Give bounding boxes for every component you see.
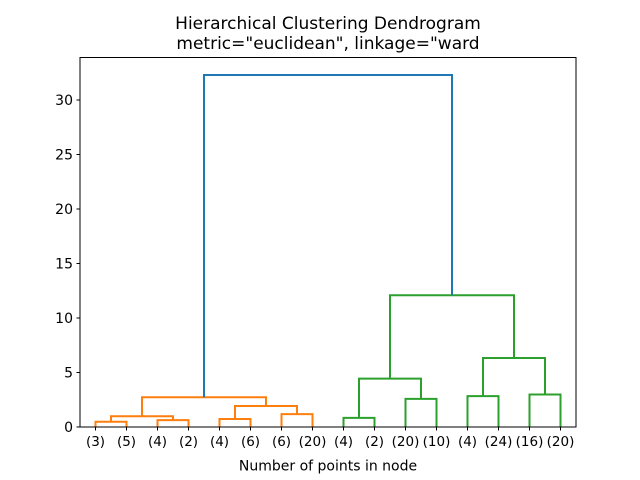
x-leaf-label: (4) bbox=[334, 434, 353, 450]
x-leaf-label: (4) bbox=[210, 434, 229, 450]
x-leaf-label: (20) bbox=[392, 434, 420, 450]
plot-area-frame bbox=[79, 57, 577, 428]
x-leaf-label: (16) bbox=[516, 434, 544, 450]
x-axis-ticks: (3) (5) (4) (2) (4) (6) (6) (20) (4) (2) (20) (10)(… bbox=[86, 427, 574, 450]
dendrogram-link bbox=[203, 74, 453, 398]
y-tick-label: 0 bbox=[64, 420, 73, 436]
x-leaf-label: (3) bbox=[86, 434, 105, 450]
x-leaf-label: (2) bbox=[365, 434, 384, 450]
x-leaf-label: (20) bbox=[547, 434, 575, 450]
x-leaf-label: (5) bbox=[117, 434, 136, 450]
x-leaf-label: (4) bbox=[148, 434, 167, 450]
y-axis-ticks: 0 5 10 15 20 25 30 bbox=[55, 93, 80, 436]
x-leaf-label: (20) bbox=[299, 434, 327, 450]
dendrogram-links bbox=[94, 74, 562, 428]
chart-title: Hierarchical Clustering Dendrogram bbox=[175, 14, 481, 34]
y-tick-label: 25 bbox=[55, 148, 73, 164]
y-tick-label: 15 bbox=[55, 257, 73, 273]
chart-subtitle: metric="euclidean", linkage="ward bbox=[176, 34, 479, 54]
x-leaf-label: (6) bbox=[241, 434, 260, 450]
x-leaf-label: (2) bbox=[179, 434, 198, 450]
x-leaf-label: (24) bbox=[485, 434, 513, 450]
x-leaf-label: (10) bbox=[423, 434, 451, 450]
y-tick-label: 5 bbox=[64, 366, 73, 382]
y-tick-label: 10 bbox=[55, 311, 73, 327]
x-leaf-label: (6) bbox=[272, 434, 291, 450]
y-tick-label: 20 bbox=[55, 202, 73, 218]
x-axis-label: Number of points in node bbox=[239, 459, 417, 475]
y-tick-label: 30 bbox=[55, 93, 73, 109]
x-leaf-label: (4) bbox=[458, 434, 477, 450]
